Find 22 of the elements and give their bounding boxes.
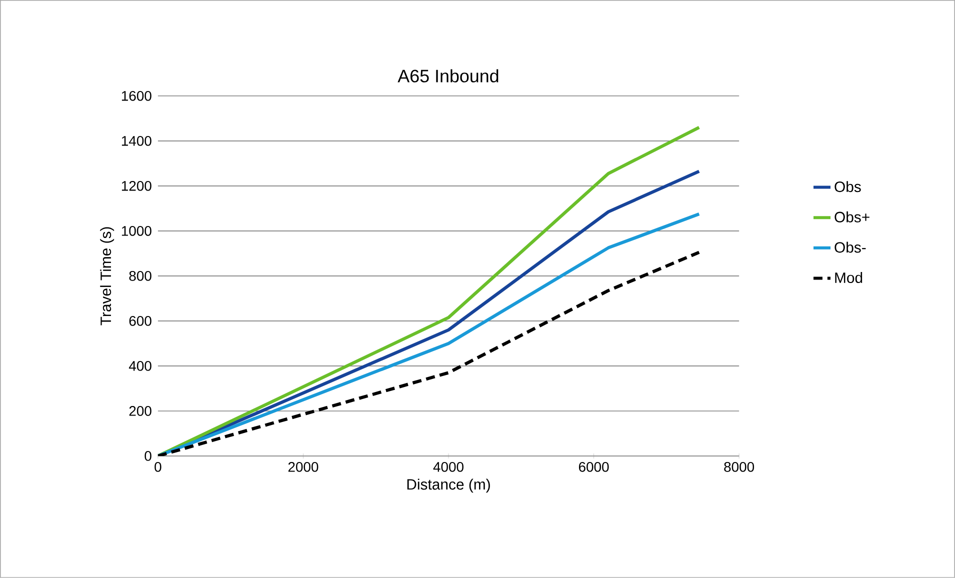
chart-title: A65 Inbound [398,69,498,82]
y-tick-label: 600 [129,316,152,326]
legend-label: Obs- [834,242,866,253]
x-tick-label: 4000 [433,462,464,472]
x-tick-label: 0 [154,462,162,472]
line-series [158,250,701,456]
legend-label: Obs+ [834,211,870,222]
x-tick-label: 8000 [724,462,754,472]
y-axis-title: Travel Time (s) [100,227,114,326]
y-tick-label: 200 [129,406,152,416]
x-tick-label: 2000 [288,462,318,472]
y-tick-label: 0 [144,451,152,461]
x-axis-title: Distance (m) [407,478,490,493]
legend-label: Mod [835,272,862,284]
y-tick-label: 1600 [122,91,152,101]
y-tick-label: 800 [129,271,152,281]
legend-label: Obs [834,181,861,192]
y-tick-label: 1200 [122,181,152,191]
y-tick-label: 1000 [122,226,152,236]
y-tick-label: 1400 [122,136,152,146]
x-tick-label: 6000 [578,462,609,472]
y-tick-label: 400 [128,361,152,371]
